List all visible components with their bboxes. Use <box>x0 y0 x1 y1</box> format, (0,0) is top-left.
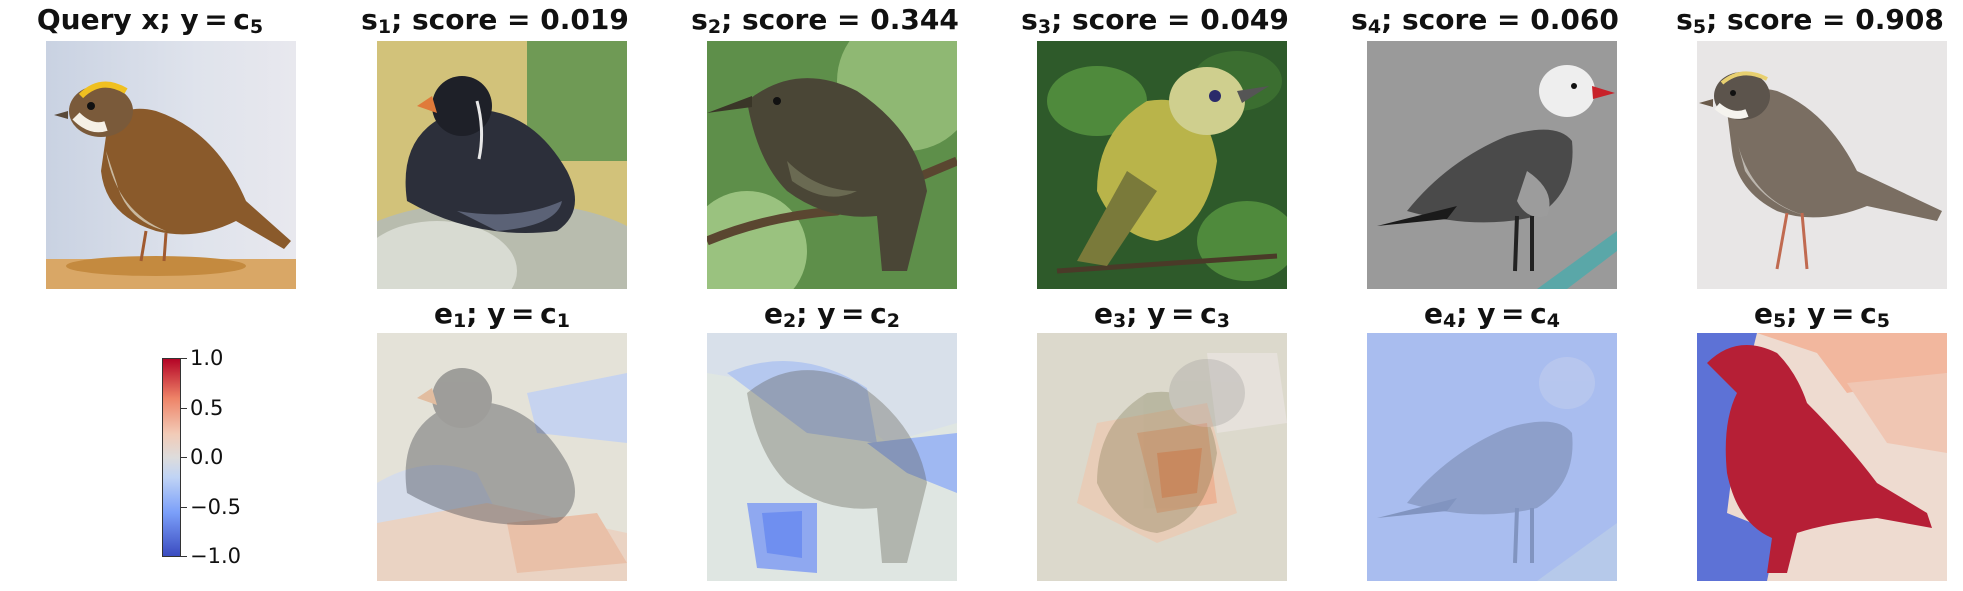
title-explanation-4: e4; y = c4 <box>1424 297 1560 333</box>
explanation-heatmap-4 <box>1367 333 1617 581</box>
colorbar-tick <box>181 358 187 359</box>
colorbar <box>162 358 181 557</box>
explanation-heatmap-2 <box>707 333 957 581</box>
title-support-4: s4; score = 0.060 <box>1351 3 1619 39</box>
colorbar-tick <box>181 556 187 557</box>
title-explanation-3: e3; y = c3 <box>1094 297 1230 333</box>
title-support-1: s1; score = 0.019 <box>361 3 629 39</box>
title-explanation-5: e5; y = c5 <box>1754 297 1890 333</box>
colorbar-tick-label: −0.5 <box>190 495 241 519</box>
support-bird-image-2 <box>707 41 957 289</box>
colorbar-tick <box>181 507 187 508</box>
explanation-heatmap-1 <box>377 333 627 581</box>
support-bird-image-3 <box>1037 41 1287 289</box>
explanation-heatmap-3 <box>1037 333 1287 581</box>
title-explanation-2: e2; y = c2 <box>764 297 900 333</box>
colorbar-tick <box>181 408 187 409</box>
title-query: Query x; y = c5 <box>36 3 264 39</box>
title-support-2: s2; score = 0.344 <box>691 3 959 39</box>
explanation-heatmap-5 <box>1697 333 1947 581</box>
support-bird-image-1 <box>377 41 627 289</box>
support-bird-image-5 <box>1697 41 1947 289</box>
title-support-3: s3; score = 0.049 <box>1021 3 1289 39</box>
colorbar-tick-label: 0.0 <box>190 445 224 469</box>
colorbar-tick <box>181 457 187 458</box>
title-support-5: s5; score = 0.908 <box>1676 3 1944 39</box>
colorbar-tick-label: 1.0 <box>190 346 224 370</box>
colorbar-tick-label: −1.0 <box>190 544 241 568</box>
query-bird-image <box>46 41 296 289</box>
title-explanation-1: e1; y = c1 <box>434 297 570 333</box>
support-bird-image-4 <box>1367 41 1617 289</box>
colorbar-tick-label: 0.5 <box>190 396 224 420</box>
